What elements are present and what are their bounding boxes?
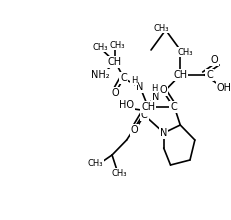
Text: O: O xyxy=(130,125,138,135)
Text: CH: CH xyxy=(173,70,186,80)
Text: OH: OH xyxy=(216,83,231,93)
Text: O: O xyxy=(111,88,118,98)
Text: H: H xyxy=(131,75,137,84)
Text: HO: HO xyxy=(119,100,134,110)
Text: C: C xyxy=(140,110,147,120)
Text: CH₃: CH₃ xyxy=(177,48,192,57)
Text: C: C xyxy=(120,73,127,83)
Text: O: O xyxy=(210,55,217,65)
Text: C: C xyxy=(169,102,176,112)
Text: O: O xyxy=(159,85,167,95)
Text: N: N xyxy=(159,128,167,138)
Text: CH₃: CH₃ xyxy=(152,24,168,33)
Text: CH: CH xyxy=(107,57,122,67)
Text: H: H xyxy=(150,84,156,92)
Text: N: N xyxy=(152,92,159,102)
Text: CH₃: CH₃ xyxy=(109,40,124,50)
Text: CH₃: CH₃ xyxy=(111,169,126,178)
Text: C: C xyxy=(205,70,212,80)
Text: N: N xyxy=(135,82,142,92)
Text: CH₃: CH₃ xyxy=(92,42,108,51)
Text: CH₃: CH₃ xyxy=(87,158,103,167)
Text: CH: CH xyxy=(140,102,155,112)
Text: NH₂: NH₂ xyxy=(91,70,109,80)
